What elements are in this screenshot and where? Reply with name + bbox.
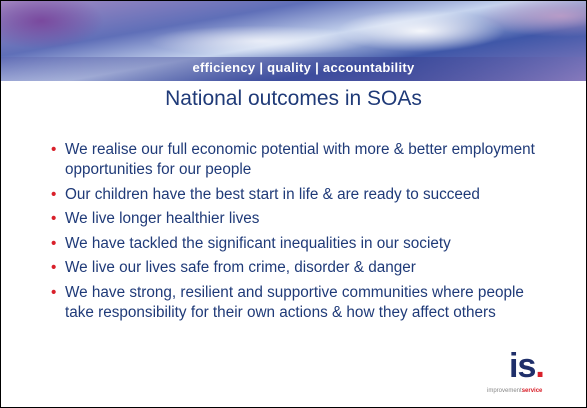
tagline-band xyxy=(1,57,586,81)
bullet: We realise our full economic potential w… xyxy=(51,140,551,180)
logo-dot: . xyxy=(535,347,545,385)
bullet: We have tackled the significant inequali… xyxy=(51,234,551,254)
logo-letters: is xyxy=(509,347,536,385)
bullet: We live longer healthier lives xyxy=(51,209,551,229)
bullet: We have strong, resilient and supportive… xyxy=(51,283,551,323)
logo-caption: improvementservice xyxy=(487,388,542,394)
caption-red: service xyxy=(521,388,543,394)
slide-title: National outcomes in SOAs xyxy=(165,87,422,110)
logo: is. xyxy=(509,347,545,385)
bullet: We live our lives safe from crime, disor… xyxy=(51,258,551,278)
bullet-list: We realise our full economic potential w… xyxy=(51,140,551,327)
caption-grey: improvement xyxy=(487,388,522,394)
bullet: Our children have the best start in life… xyxy=(51,185,551,205)
tagline: efficiency | quality | accountability xyxy=(192,60,415,75)
